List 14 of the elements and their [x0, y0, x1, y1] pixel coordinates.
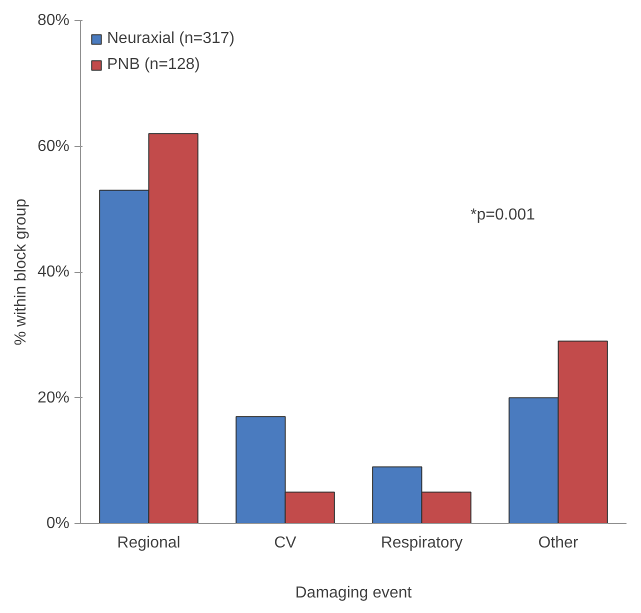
y-tick-label: 40%: [37, 264, 70, 280]
annotation: *p=0.001: [470, 206, 536, 224]
x-tick-label: Other: [538, 534, 579, 552]
x-tick-label: Regional: [117, 534, 180, 552]
x-tick-label: CV: [274, 534, 297, 552]
legend-label: Neuraxial (n=317): [107, 30, 235, 48]
x-tick-label: Respiratory: [380, 534, 463, 552]
y-tick-label: 60%: [37, 138, 70, 155]
y-tick-label: 0%: [46, 515, 70, 532]
x-axis-title: Damaging event: [295, 584, 412, 602]
y-tick-label: 20%: [37, 389, 70, 406]
legend-label: PNB (n=128): [107, 56, 200, 74]
y-tick-label: 80%: [37, 12, 70, 29]
y-axis-title: % within block group: [12, 198, 30, 346]
